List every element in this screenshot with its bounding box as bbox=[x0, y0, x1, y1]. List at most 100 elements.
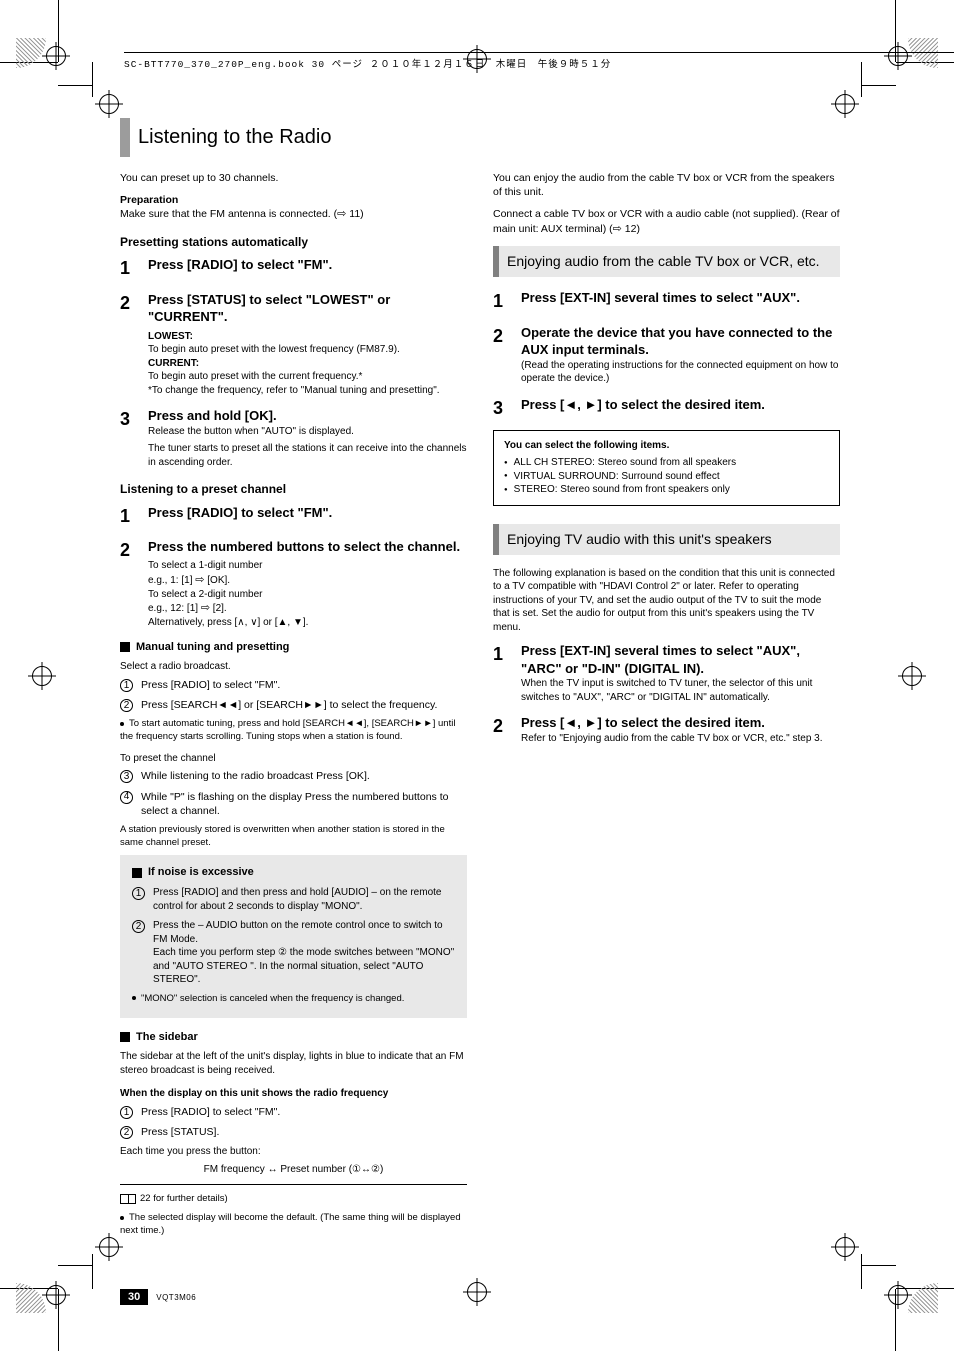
presetting-heading: Presetting stations automatically bbox=[120, 234, 467, 250]
crop-mark bbox=[92, 62, 93, 97]
lowest-body: To begin auto preset with the lowest fre… bbox=[148, 344, 400, 355]
crop-mark bbox=[862, 85, 896, 86]
left-column: Listening to the Radio You can preset up… bbox=[120, 118, 467, 1238]
sidebar-c2: Press [STATUS]. bbox=[141, 1125, 467, 1139]
r1-s3: Press [◄, ►] to select the desired item. bbox=[521, 397, 765, 412]
sidebar-end-note: The selected display will become the def… bbox=[120, 1212, 461, 1236]
manual-c2-note: To start automatic tuning, press and hol… bbox=[120, 718, 455, 742]
registration-target bbox=[95, 90, 123, 118]
sidebar-step-1: 1Press [RADIO] to select "FM". bbox=[120, 1105, 467, 1119]
sidebar-heading: The sidebar bbox=[120, 1030, 467, 1045]
crop-mark bbox=[58, 1265, 92, 1266]
alt-start: Alternatively, press [ bbox=[148, 617, 237, 628]
registration-target bbox=[898, 662, 926, 690]
h4-text: Manual tuning and presetting bbox=[136, 640, 289, 655]
gray-note: "MONO" selection is canceled when the fr… bbox=[141, 993, 404, 1004]
step-2-label: Press [STATUS] to select "LOWEST" or "CU… bbox=[148, 292, 390, 325]
r1-s1: Press [EXT-IN] several times to select "… bbox=[521, 290, 800, 305]
page-content: Listening to the Radio You can preset up… bbox=[120, 118, 840, 1218]
page-number: 30 bbox=[120, 1289, 148, 1305]
prep-title: Preparation bbox=[120, 194, 178, 206]
right-intro2: Connect a cable TV box or VCR with a aud… bbox=[493, 207, 840, 236]
listen-s2: Press the numbered buttons to select the… bbox=[148, 539, 460, 554]
step-3-body: Release the button when "AUTO" is displa… bbox=[148, 425, 467, 439]
sidebar-h4: The sidebar bbox=[136, 1030, 198, 1045]
sidebar-body: The sidebar at the left of the unit's di… bbox=[120, 1050, 467, 1077]
select-items-box: You can select the following items. ALL … bbox=[493, 430, 840, 506]
prep-body: Make sure that the FM antenna is connect… bbox=[120, 208, 337, 220]
running-header: SC-BTT770_370_270P_eng.book 30 ページ ２０１０年… bbox=[124, 56, 611, 70]
r2-s1: Press [EXT-IN] several times to select "… bbox=[521, 643, 800, 676]
manual-step-2: 2Press [SEARCH◄◄] or [SEARCH►►] to selec… bbox=[120, 698, 467, 712]
crop-mark bbox=[861, 62, 862, 97]
step-3-label: Press and hold [OK]. bbox=[148, 408, 277, 423]
manual-tuning-heading: Manual tuning and presetting bbox=[120, 640, 467, 655]
divider bbox=[120, 1184, 467, 1185]
manual-c3: While listening to the radio broadcast P… bbox=[141, 770, 370, 782]
manual-c1: Press [RADIO] to select "FM". bbox=[141, 678, 467, 692]
gray-c2: Press the – AUDIO button on the remote c… bbox=[153, 920, 443, 945]
sidebar-c1: Press [RADIO] to select "FM". bbox=[141, 1105, 467, 1119]
r2-step-2: 2 Press [◄, ►] to select the desired ite… bbox=[493, 714, 840, 745]
box-item: STEREO: Stereo sound from front speakers… bbox=[504, 483, 829, 497]
listen-step-1: 1 Press [RADIO] to select "FM". bbox=[120, 504, 467, 528]
step-3: 3 Press and hold [OK]. Release the butto… bbox=[120, 407, 467, 469]
box-item: VIRTUAL SURROUND: Surround sound effect bbox=[504, 470, 829, 484]
sidebar-tail1: Each time you press the button: bbox=[120, 1145, 467, 1159]
intro-text: You can preset up to 30 channels. bbox=[120, 171, 467, 185]
box-head: You can select the following items. bbox=[504, 439, 829, 453]
right-intro2-text: Connect a cable TV box or VCR with a aud… bbox=[493, 208, 840, 234]
preparation: Preparation Make sure that the FM antenn… bbox=[120, 193, 467, 222]
listen-step-2: 2 Press the numbered buttons to select t… bbox=[120, 538, 467, 630]
r2-s2-tail: Refer to "Enjoying audio from the cable … bbox=[521, 732, 840, 746]
gray-c1: Press [RADIO] and then press and hold [A… bbox=[153, 886, 455, 913]
registration-target bbox=[42, 1281, 70, 1309]
r1-s2: Operate the device that you have connect… bbox=[521, 325, 832, 358]
sub-title-2: Enjoying TV audio with this unit's speak… bbox=[493, 524, 840, 555]
registration-target bbox=[884, 1281, 912, 1309]
noise-step-2: 2Press the – AUDIO button on the remote … bbox=[132, 919, 455, 987]
noise-panel: If noise is excessive 1Press [RADIO] and… bbox=[120, 855, 467, 1017]
right-arrow-icon: ⇨ bbox=[613, 223, 622, 235]
r1-step-1: 1 Press [EXT-IN] several times to select… bbox=[493, 289, 840, 313]
right-arrow-icon: ⇨ bbox=[201, 602, 210, 614]
crop-mark bbox=[58, 85, 92, 86]
footer-code: VQT3M06 bbox=[156, 1293, 196, 1302]
registration-target bbox=[42, 42, 70, 70]
sub1-title: Enjoying audio from the cable TV box or … bbox=[507, 246, 824, 277]
detail-a: To select a 1-digit number bbox=[148, 560, 263, 571]
detail-a-eg: e.g., 1: [1] bbox=[148, 575, 195, 586]
crop-mark bbox=[92, 1254, 93, 1289]
gray-c2-tail: Each time you perform step ② the mode sw… bbox=[153, 947, 454, 985]
section-title: Listening to the Radio bbox=[120, 118, 467, 157]
prep-ref: 11) bbox=[346, 208, 363, 220]
r1-s2-hint: (Read the operating instructions for the… bbox=[521, 359, 840, 386]
star-note: *To change the frequency, refer to "Manu… bbox=[148, 385, 440, 396]
noise-step-1: 1Press [RADIO] and then press and hold [… bbox=[132, 886, 455, 913]
registration-target bbox=[884, 42, 912, 70]
chevron-down-icon: ∨ bbox=[250, 617, 257, 628]
manual-c2: Press [SEARCH◄◄] or [SEARCH►►] to select… bbox=[141, 699, 437, 711]
current-head: CURRENT: bbox=[148, 358, 199, 369]
book-icon bbox=[120, 1194, 136, 1204]
preset-lead: To preset the channel bbox=[120, 752, 467, 766]
preset-step-4: 4While "P" is flashing on the display Pr… bbox=[120, 790, 467, 818]
sub-title-1: Enjoying audio from the cable TV box or … bbox=[493, 246, 840, 277]
right-intro2-ref: 12) bbox=[622, 223, 640, 235]
step-3-tail: The tuner starts to preset all the stati… bbox=[148, 442, 467, 469]
replace-note: A station previously stored is overwritt… bbox=[120, 824, 467, 850]
manual-lead: Select a radio broadcast. bbox=[120, 660, 467, 674]
detail-a-eg2: [OK]. bbox=[204, 575, 230, 586]
current-body: To begin auto preset with the current fr… bbox=[148, 371, 362, 382]
r2-step-1: 1 Press [EXT-IN] several times to select… bbox=[493, 642, 840, 704]
registration-target bbox=[28, 662, 56, 690]
registration-target bbox=[463, 1278, 491, 1306]
detail-b-eg2: [2]. bbox=[210, 603, 227, 614]
sidebar-step-2: 2Press [STATUS]. bbox=[120, 1125, 467, 1139]
right-arrow-icon: ⇨ bbox=[337, 208, 346, 220]
section-title-text: Listening to the Radio bbox=[138, 118, 331, 157]
listen-s1: Press [RADIO] to select "FM". bbox=[148, 505, 332, 520]
detail-b-eg: e.g., 12: [1] bbox=[148, 603, 201, 614]
sub2-intro: The following explanation is based on th… bbox=[493, 567, 840, 635]
r1-step-2: 2 Operate the device that you have conne… bbox=[493, 324, 840, 386]
